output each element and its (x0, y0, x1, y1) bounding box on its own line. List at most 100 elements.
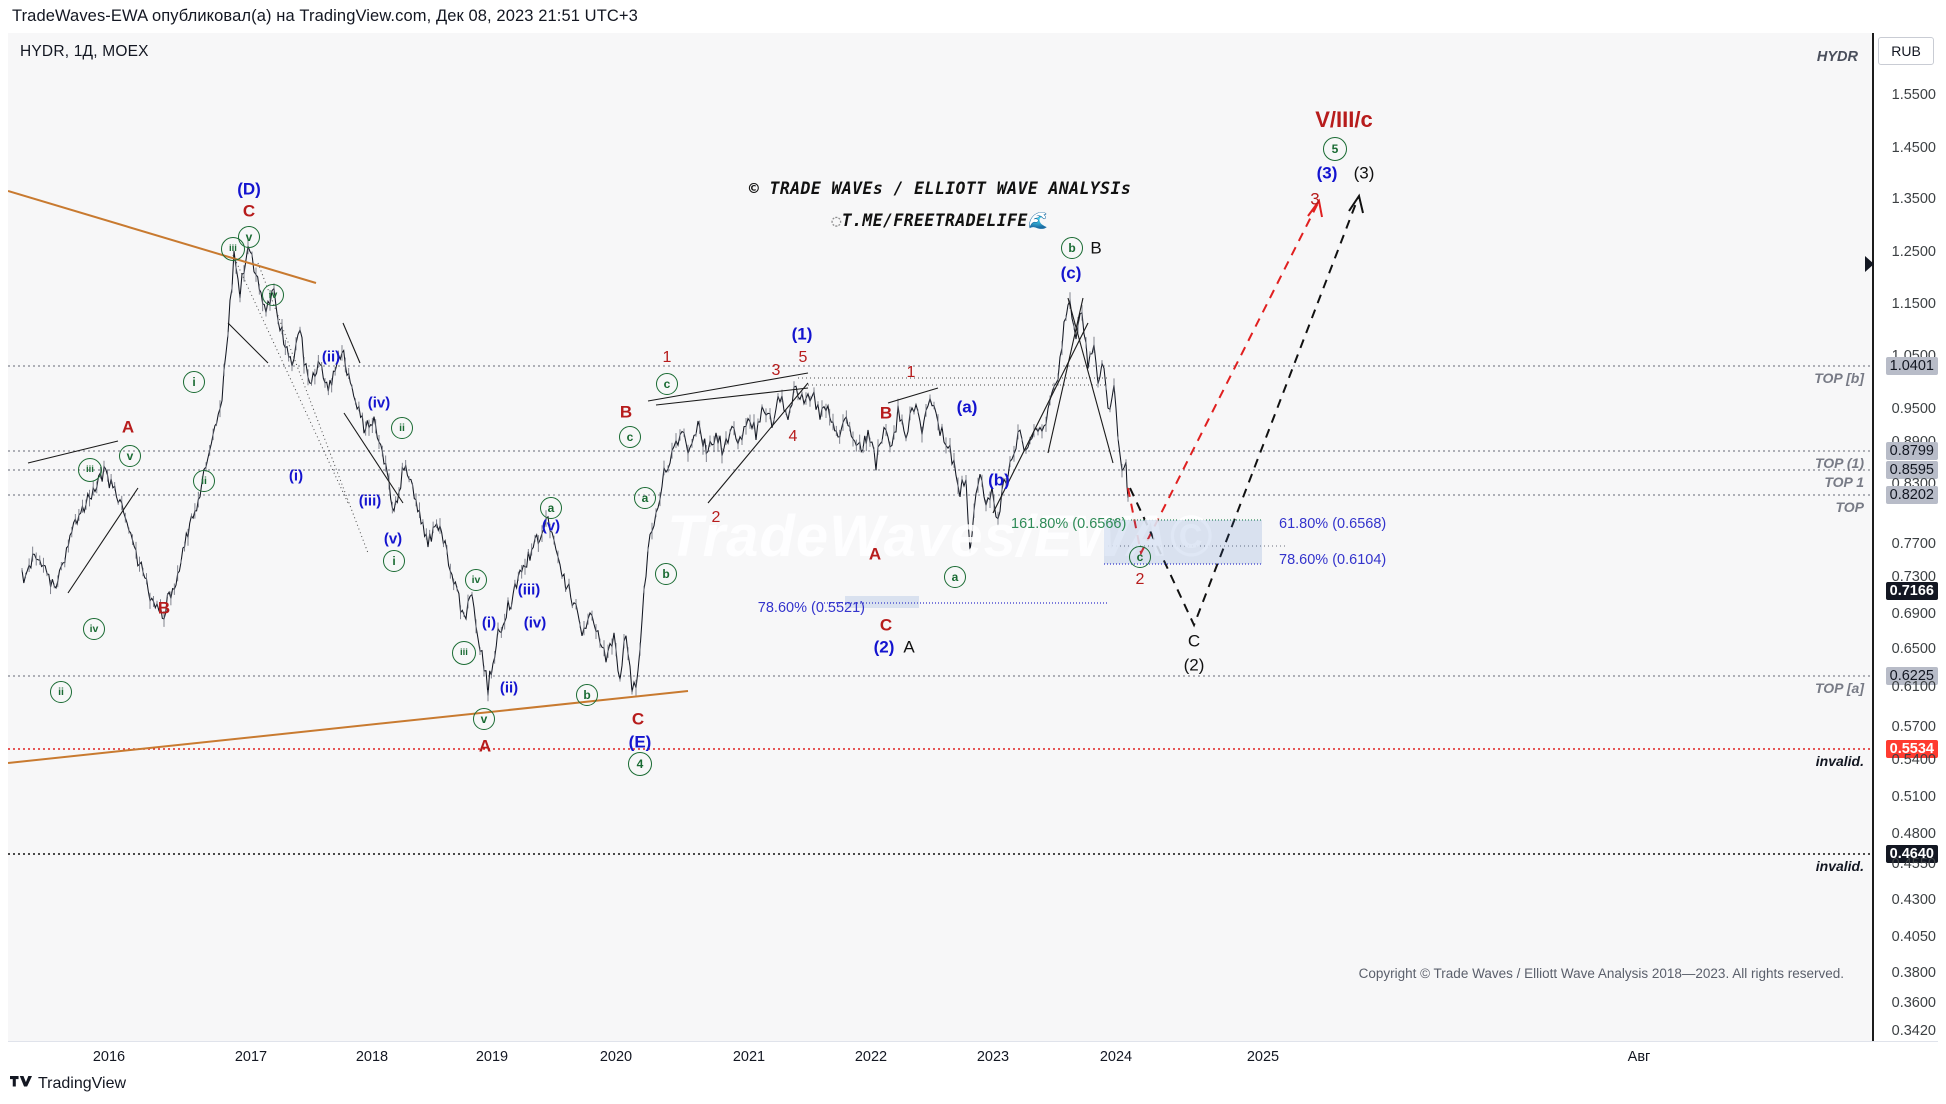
arrowhead-black-icon (1348, 193, 1364, 214)
circled-wave-label: iv (262, 284, 284, 306)
time-tick: 2024 (1099, 1049, 1133, 1065)
time-tick: 2025 (1246, 1049, 1280, 1065)
wave-label: C (631, 709, 645, 729)
circled-wave-label: a (944, 566, 966, 588)
wave-label: V/III/c (1315, 107, 1373, 132)
wave-label: (i) (288, 467, 304, 485)
level-label: invalid. (1815, 858, 1864, 874)
guide-line (887, 387, 939, 404)
circled-wave-label: 4 (628, 752, 652, 776)
price-tick: 1.2500 (1891, 244, 1936, 260)
wave-label: C (1187, 631, 1201, 651)
wave-label: 2 (711, 509, 721, 526)
fib-zone-lower (845, 596, 919, 608)
price-tick: 0.5400 (1891, 752, 1936, 768)
circled-wave-label: b (1061, 237, 1083, 259)
price-tick: 0.6225 (1885, 667, 1938, 685)
wave-label: A (121, 417, 135, 437)
price-tick: 1.3500 (1891, 191, 1936, 207)
wave-label: B (1090, 238, 1102, 258)
price-tick: 0.3800 (1891, 965, 1936, 981)
currency-badge[interactable]: RUB (1878, 37, 1934, 65)
wave-label: C (879, 615, 893, 635)
time-tick: 2018 (355, 1049, 389, 1065)
price-tick: 0.6100 (1891, 679, 1936, 695)
level-label: TOP 1 (1824, 474, 1864, 490)
wave-label: (D) (237, 179, 261, 199)
price-tick: 1.0401 (1885, 357, 1938, 375)
credit-line-2: ◌T.ME/FREETRADELIFE🌊 (831, 211, 1049, 230)
wave-label: (1) (791, 324, 813, 344)
wave-label: (c) (1060, 263, 1082, 283)
symbol-label: HYDR, 1Д, MOEX (20, 43, 149, 60)
tradingview-mark-icon (10, 1076, 32, 1087)
price-tick: 0.4800 (1891, 826, 1936, 842)
price-line (21, 245, 1129, 696)
guide-line (992, 322, 1089, 514)
circled-wave-label: ii (193, 470, 215, 492)
price-axis[interactable]: RUB 1.5500 1.4500 1.3500 1.2500 1.1500 1.0500… (1865, 33, 1940, 1041)
wave-label: (2) (873, 637, 895, 657)
circled-wave-label: c (1129, 546, 1151, 568)
symbol-watermark: HYDR (1816, 49, 1858, 65)
circled-wave-label: iv (83, 618, 105, 640)
circled-wave-label: iii (78, 458, 102, 482)
guide-line (647, 372, 809, 402)
guide-line (707, 382, 809, 504)
credit-line-1: © TRADE WAVEs / ELLIOTT WAVE ANALYSIs (748, 179, 1132, 198)
price-tick: 0.5700 (1891, 719, 1936, 735)
price-tick: 1.1500 (1891, 296, 1936, 312)
guide-line (655, 387, 809, 406)
price-tick: 0.8202 (1885, 486, 1938, 504)
guide-line (1047, 297, 1084, 454)
price-tick: 1.4500 (1891, 140, 1936, 156)
trendline-lower (8, 690, 689, 764)
wave-label: B (619, 402, 633, 422)
guide-line (67, 487, 139, 594)
wave-label: 5 (798, 349, 808, 366)
wave-label: (ii) (499, 679, 519, 697)
wave-label: (iii) (358, 492, 382, 510)
fib-zone-upper (1104, 520, 1262, 564)
circled-wave-label: ii (50, 681, 72, 703)
price-tick: 0.7166 (1885, 582, 1938, 600)
level-label: invalid. (1815, 753, 1864, 769)
guide-line (1067, 297, 1114, 464)
wave-label: (3) (1353, 163, 1375, 183)
price-tick: 0.7300 (1891, 569, 1936, 585)
price-plot-area[interactable]: HYDR, 1Д, MOEX HYDR © TRADE WAVEs / ELLI… (8, 33, 1872, 1041)
guide-line-dotted (257, 262, 369, 554)
chart-container[interactable]: HYDR, 1Д, MOEX HYDR © TRADE WAVEs / ELLI… (8, 33, 1940, 1041)
time-tick: 2020 (599, 1049, 633, 1065)
time-axis[interactable]: 2016 2017 2018 2019 2020 2021 2022 2023 2024 2025… (8, 1041, 1938, 1072)
guide-line (343, 412, 404, 504)
price-tick: 0.4640 (1885, 845, 1938, 863)
publisher-text: TradeWaves-EWA опубликовал(а) на Trading… (12, 7, 638, 25)
circled-wave-label: a (540, 497, 562, 519)
price-tick: 0.5534 (1885, 740, 1938, 758)
tradingview-logo[interactable]: TradingView (10, 1075, 126, 1093)
wave-label: (v) (383, 530, 403, 548)
time-tick: 2021 (732, 1049, 766, 1065)
price-tick: 0.4300 (1891, 892, 1936, 908)
wave-label: (3) (1316, 163, 1338, 183)
circled-wave-label: iii (452, 641, 476, 665)
circled-wave-label: a (634, 487, 656, 509)
time-tick: 2019 (475, 1049, 509, 1065)
price-tick: 0.5100 (1891, 789, 1936, 805)
tradingview-logo-text: TradingView (38, 1075, 127, 1092)
wave-label: 3 (1310, 189, 1320, 209)
wave-icon: 🌊 (1027, 211, 1049, 230)
price-tick: 0.7700 (1891, 536, 1936, 552)
time-tick: 2023 (976, 1049, 1010, 1065)
fibonacci-label: 61.80% (0.6568) (1279, 516, 1387, 532)
wave-label: C (242, 201, 256, 221)
wave-label: A (478, 736, 492, 756)
wave-label: B (879, 403, 893, 423)
publisher-bar: TradeWaves-EWA опубликовал(а) на Trading… (0, 0, 1946, 33)
circled-wave-label: i (383, 550, 405, 572)
circled-wave-label: iii (221, 237, 245, 261)
wave-label: 2 (1135, 571, 1145, 588)
circled-wave-label: ii (391, 417, 413, 439)
wave-label: (iv) (523, 614, 547, 632)
